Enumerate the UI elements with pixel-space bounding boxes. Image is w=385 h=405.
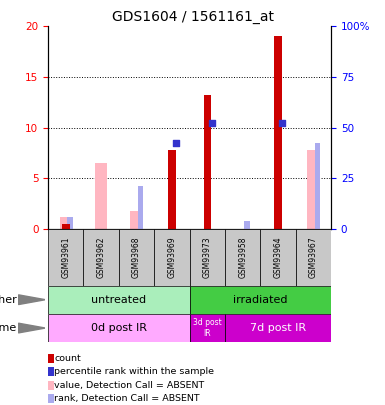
Bar <box>296 229 331 286</box>
Text: GSM93973: GSM93973 <box>203 237 212 278</box>
Bar <box>190 314 225 342</box>
Text: GSM93964: GSM93964 <box>273 237 283 278</box>
Bar <box>95 163 107 229</box>
Text: untreated: untreated <box>91 295 146 305</box>
Bar <box>119 229 154 286</box>
Bar <box>67 217 73 229</box>
Bar <box>48 286 190 314</box>
Text: time: time <box>0 323 17 333</box>
Bar <box>307 150 320 229</box>
Bar <box>48 229 84 286</box>
Bar <box>204 95 211 229</box>
Bar <box>154 229 190 286</box>
Text: GSM93967: GSM93967 <box>309 237 318 278</box>
Bar <box>190 229 225 286</box>
Text: other: other <box>0 295 17 305</box>
Polygon shape <box>18 295 45 305</box>
Text: 3d post
IR: 3d post IR <box>193 318 222 338</box>
Text: 0d post IR: 0d post IR <box>91 323 147 333</box>
Point <box>208 119 214 126</box>
Text: GSM93961: GSM93961 <box>61 237 70 278</box>
Bar <box>190 286 331 314</box>
Bar <box>48 314 190 342</box>
Point <box>279 119 285 126</box>
Bar <box>62 224 70 229</box>
Bar <box>260 229 296 286</box>
Point <box>173 139 179 146</box>
Bar <box>60 217 72 229</box>
Bar <box>84 229 119 286</box>
Bar <box>168 150 176 229</box>
Polygon shape <box>18 323 45 333</box>
Bar <box>225 314 331 342</box>
Text: irradiated: irradiated <box>233 295 288 305</box>
Text: count: count <box>55 354 81 363</box>
Text: GSM93958: GSM93958 <box>238 237 247 278</box>
Text: GSM93969: GSM93969 <box>167 237 176 278</box>
Bar <box>315 143 320 229</box>
Bar <box>225 229 260 286</box>
Bar <box>275 36 282 229</box>
Text: 7d post IR: 7d post IR <box>250 323 306 333</box>
Text: GSM93968: GSM93968 <box>132 237 141 278</box>
Text: value, Detection Call = ABSENT: value, Detection Call = ABSENT <box>55 381 205 390</box>
Bar <box>244 221 249 229</box>
Text: percentile rank within the sample: percentile rank within the sample <box>55 367 214 376</box>
Bar <box>131 211 143 229</box>
Text: GDS1604 / 1561161_at: GDS1604 / 1561161_at <box>112 10 273 24</box>
Text: GSM93962: GSM93962 <box>97 237 106 278</box>
Text: rank, Detection Call = ABSENT: rank, Detection Call = ABSENT <box>55 394 200 403</box>
Bar <box>138 186 144 229</box>
